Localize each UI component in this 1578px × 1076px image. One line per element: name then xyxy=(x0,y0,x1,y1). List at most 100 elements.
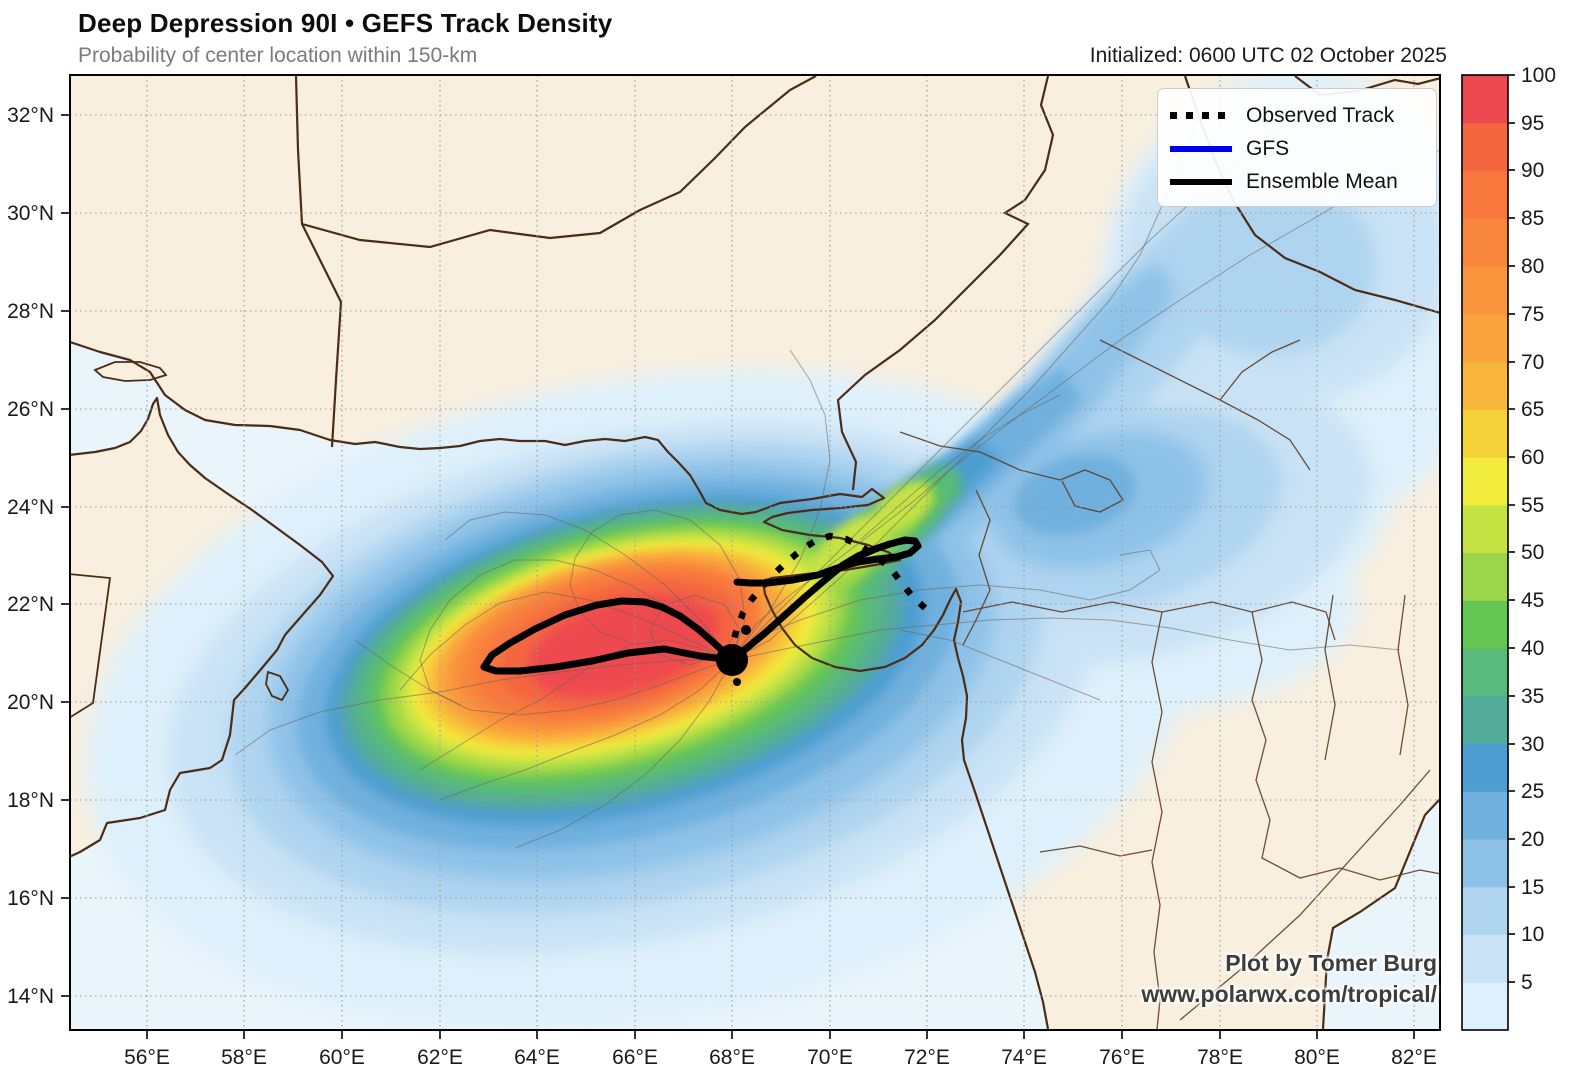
ensemble-member-track xyxy=(859,394,1061,541)
colorbar-segment xyxy=(1462,170,1508,219)
x-axis-label: 78°E xyxy=(1197,1046,1243,1069)
y-axis-label: 26°N xyxy=(7,398,54,421)
state-border xyxy=(962,489,991,646)
x-axis-label: 82°E xyxy=(1391,1046,1437,1069)
legend-label: Observed Track xyxy=(1246,103,1395,127)
page-title: Deep Depression 90I • GEFS Track Density xyxy=(78,8,613,38)
colorbar-tick-label: 10 xyxy=(1521,923,1544,946)
colorbar-segment xyxy=(1462,266,1508,315)
x-axis-label: 60°E xyxy=(319,1046,365,1069)
colorbar-segment xyxy=(1462,409,1508,458)
colorbar-tick-label: 5 xyxy=(1521,971,1533,994)
ensemble-member-track xyxy=(514,659,733,849)
colorbar-tick-label: 75 xyxy=(1521,303,1544,326)
ensemble-member-track xyxy=(731,617,1401,661)
state-border xyxy=(1219,339,1301,401)
y-axis-label: 30°N xyxy=(7,202,54,225)
ensemble-member-track xyxy=(731,349,831,661)
x-axis-label: 66°E xyxy=(612,1046,658,1069)
colorbar-segment xyxy=(1462,361,1508,410)
colorbar-segment xyxy=(1462,743,1508,792)
map-shape xyxy=(528,594,720,698)
x-axis-label: 62°E xyxy=(417,1046,463,1069)
attribution-author: Plot by Tomer Burg xyxy=(1225,950,1437,976)
colorbar-tick-label: 55 xyxy=(1521,494,1544,517)
map-plot-area xyxy=(70,75,1440,1030)
x-axis-label: 74°E xyxy=(1001,1046,1047,1069)
colorbar-segment xyxy=(1462,218,1508,267)
map-shape xyxy=(1165,175,1375,355)
ensemble-member-track xyxy=(399,591,733,691)
ensemble-member-track xyxy=(731,149,1440,661)
x-axis-label: 68°E xyxy=(709,1046,755,1069)
colorbar-tick-label: 95 xyxy=(1521,112,1544,135)
colorbar-tick-label: 35 xyxy=(1521,685,1544,708)
current-position-marker xyxy=(733,678,741,686)
x-axis-label: 76°E xyxy=(1099,1046,1145,1069)
y-axis-label: 28°N xyxy=(7,300,54,323)
country-border-oman-uae xyxy=(70,573,112,719)
state-border xyxy=(1324,594,1336,761)
colorbar-tick-label: 70 xyxy=(1521,351,1544,374)
map-shape xyxy=(812,512,892,578)
colorbar-tick-label: 45 xyxy=(1521,589,1544,612)
page-subtitle: Probability of center location within 15… xyxy=(78,44,478,67)
colorbar-segment xyxy=(1462,695,1508,745)
country-border-pakistan-india xyxy=(836,75,1055,491)
map-frame xyxy=(69,74,1441,1031)
x-axis-label: 72°E xyxy=(904,1046,950,1069)
colorbar-segment xyxy=(1462,313,1508,363)
country-border-afghanistan-pakistan xyxy=(301,75,817,249)
colorbar-tick-label: 50 xyxy=(1521,541,1544,564)
ensemble-member-track xyxy=(234,659,732,756)
colorbar-tick-label: 15 xyxy=(1521,876,1544,899)
colorbar-segment xyxy=(1462,886,1508,936)
colorbar-tick-label: 100 xyxy=(1521,64,1556,87)
attribution: Plot by Tomer Burg www.polarwx.com/tropi… xyxy=(1141,948,1437,1010)
state-border xyxy=(1039,845,1153,857)
colorbar-segment xyxy=(1462,552,1508,601)
ensemble-member-track xyxy=(354,639,733,716)
colorbar-segment xyxy=(1462,75,1508,124)
ensemble-member-track xyxy=(444,511,733,661)
ensemble-mean-line-icon xyxy=(1170,178,1232,185)
y-axis-label: 22°N xyxy=(7,593,54,616)
legend-item-observed-track: Observed Track xyxy=(1170,99,1424,132)
state-border xyxy=(1251,611,1440,881)
ensemble-member-track xyxy=(419,639,733,771)
x-axis-label: 58°E xyxy=(221,1046,267,1069)
heat-contour-95 xyxy=(528,594,720,698)
coastline-masirah xyxy=(265,670,290,702)
colorbar-tick-label: 30 xyxy=(1521,733,1544,756)
gfs-line-icon xyxy=(1170,145,1232,152)
y-axis-label: 16°N xyxy=(7,887,54,910)
current-position-marker xyxy=(741,625,751,635)
observed-track xyxy=(728,532,928,658)
country-border-iran-afghanistan xyxy=(294,75,343,448)
state-border xyxy=(962,601,1336,641)
colorbar-tick-label: 65 xyxy=(1521,398,1544,421)
colorbar-tick-label: 85 xyxy=(1521,207,1544,230)
state-border xyxy=(1179,769,1431,1021)
state-border xyxy=(1151,611,1163,1030)
colorbar-segment xyxy=(1462,982,1508,1031)
legend-label: Ensemble Mean xyxy=(1246,169,1398,193)
island-small xyxy=(125,445,131,451)
colorbar-segment xyxy=(1462,504,1508,554)
x-axis-label: 80°E xyxy=(1294,1046,1340,1069)
x-axis-label: 56°E xyxy=(124,1046,170,1069)
y-axis-label: 20°N xyxy=(7,691,54,714)
y-axis-label: 32°N xyxy=(7,104,54,127)
colorbar-segment xyxy=(1462,791,1508,840)
state-border xyxy=(1397,594,1409,756)
colorbar-tick-label: 40 xyxy=(1521,637,1544,660)
colorbar-tick-label: 20 xyxy=(1521,828,1544,851)
colorbar-tick-label: 25 xyxy=(1521,780,1544,803)
colorbar-segment xyxy=(1462,934,1508,983)
coastline-india-east xyxy=(1321,797,1440,1030)
coastline-oman xyxy=(70,396,335,858)
island-qeshm xyxy=(95,362,166,381)
colorbar-segment xyxy=(1462,122,1508,172)
